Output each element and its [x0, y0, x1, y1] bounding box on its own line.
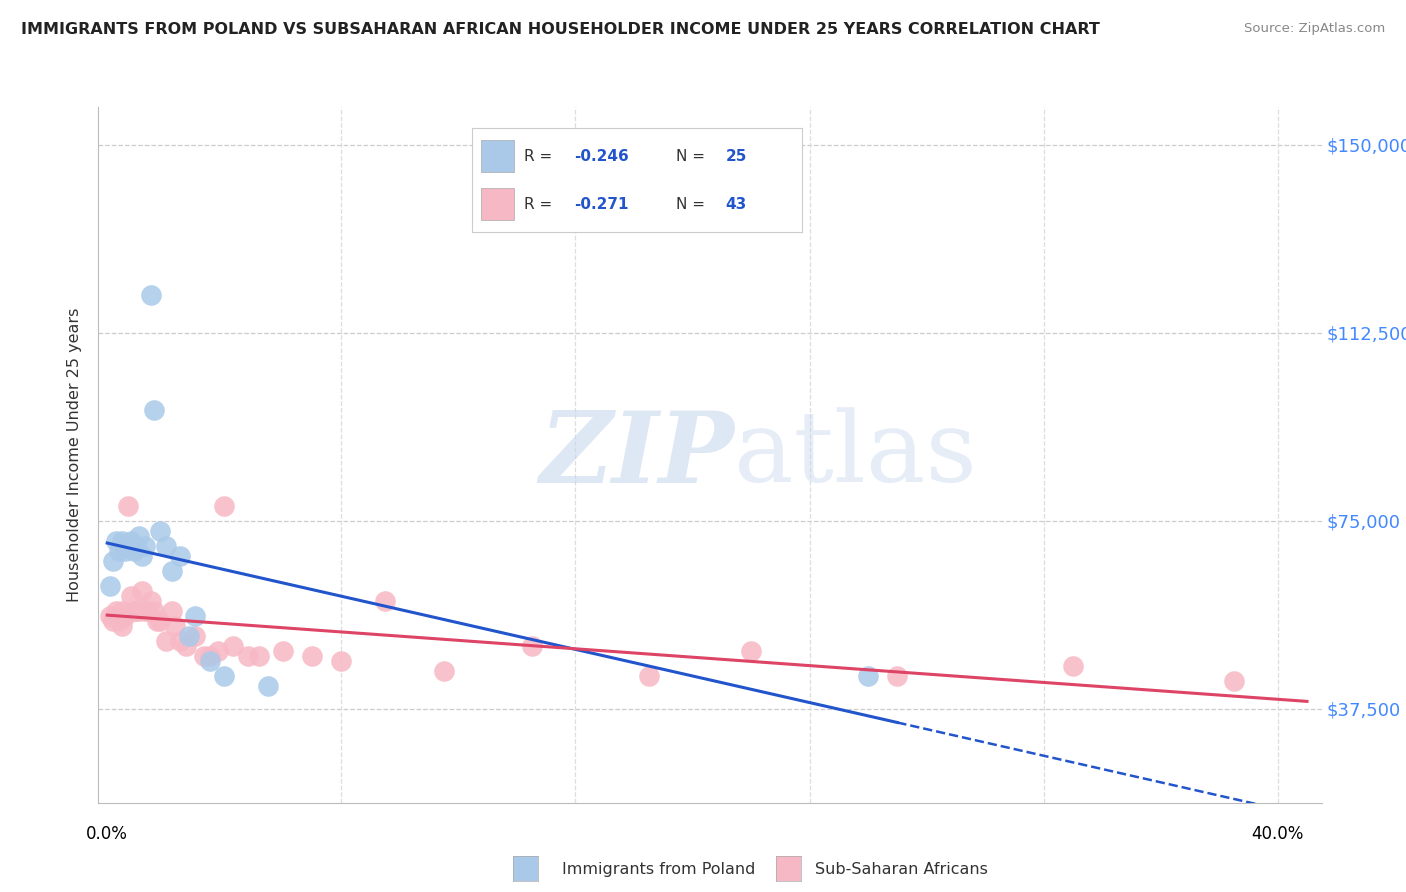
Point [136, 604, 159, 618]
Point [236, 649, 259, 664]
Point [198, 654, 221, 668]
Text: ZIP: ZIP [540, 407, 734, 503]
Point [98, 579, 121, 593]
Point [117, 499, 139, 513]
Point [520, 639, 543, 653]
Point [101, 554, 124, 568]
Point [155, 634, 177, 648]
Point [374, 594, 396, 608]
Text: N =: N = [676, 149, 710, 163]
Point [222, 639, 245, 653]
Point [128, 604, 150, 618]
Point [193, 649, 215, 664]
Point [120, 533, 142, 548]
Point [149, 524, 172, 538]
Point [169, 549, 191, 563]
Point [128, 529, 150, 543]
Text: Sub-Saharan Africans: Sub-Saharan Africans [815, 863, 988, 877]
Point [125, 539, 148, 553]
Point [114, 544, 136, 558]
Text: 40.0%: 40.0% [1251, 825, 1303, 843]
Point [111, 604, 134, 618]
Point [117, 539, 139, 553]
Point [143, 604, 166, 618]
Text: 0.0%: 0.0% [86, 825, 128, 843]
Point [169, 634, 191, 648]
Point [212, 499, 235, 513]
Text: Source: ZipAtlas.com: Source: ZipAtlas.com [1244, 22, 1385, 36]
Text: 43: 43 [725, 196, 747, 211]
Point [207, 644, 229, 658]
Point [163, 619, 186, 633]
Text: 25: 25 [725, 149, 747, 163]
Point [160, 604, 183, 618]
Point [301, 649, 323, 664]
Text: N =: N = [676, 196, 710, 211]
Point [1062, 659, 1084, 673]
Text: R =: R = [524, 149, 557, 163]
Point [330, 654, 353, 668]
Point [1223, 674, 1246, 689]
Point [114, 609, 136, 624]
Bar [481, 188, 515, 219]
Point [122, 544, 145, 558]
Point [886, 669, 908, 683]
Point [155, 539, 177, 553]
Point [146, 614, 169, 628]
Bar [481, 140, 515, 172]
Point [122, 604, 145, 618]
Point [139, 288, 162, 302]
Point [108, 544, 131, 558]
Y-axis label: Householder Income Under 25 years: Householder Income Under 25 years [67, 308, 83, 602]
Point [271, 644, 294, 658]
Text: atlas: atlas [734, 407, 977, 503]
Point [131, 549, 153, 563]
Point [257, 679, 280, 693]
Point [134, 539, 156, 553]
Point [433, 664, 456, 678]
Point [111, 533, 134, 548]
Point [179, 629, 201, 643]
Point [160, 564, 183, 578]
Point [104, 604, 127, 618]
Text: R =: R = [524, 196, 557, 211]
Point [120, 589, 142, 603]
Point [856, 669, 879, 683]
Point [143, 403, 166, 417]
Point [125, 604, 148, 618]
Point [139, 594, 162, 608]
Point [98, 609, 121, 624]
Text: Immigrants from Poland: Immigrants from Poland [562, 863, 756, 877]
Text: -0.271: -0.271 [574, 196, 628, 211]
Point [198, 649, 221, 664]
Point [212, 669, 235, 683]
Point [184, 609, 207, 624]
Point [101, 614, 124, 628]
Point [740, 644, 762, 658]
Point [111, 619, 134, 633]
Point [637, 669, 659, 683]
Point [247, 649, 270, 664]
Point [108, 614, 131, 628]
Text: IMMIGRANTS FROM POLAND VS SUBSAHARAN AFRICAN HOUSEHOLDER INCOME UNDER 25 YEARS C: IMMIGRANTS FROM POLAND VS SUBSAHARAN AFR… [21, 22, 1099, 37]
Point [174, 639, 197, 653]
Point [134, 604, 156, 618]
Point [184, 629, 207, 643]
Point [131, 583, 153, 598]
Point [104, 533, 127, 548]
Point [149, 614, 172, 628]
Text: -0.246: -0.246 [574, 149, 628, 163]
